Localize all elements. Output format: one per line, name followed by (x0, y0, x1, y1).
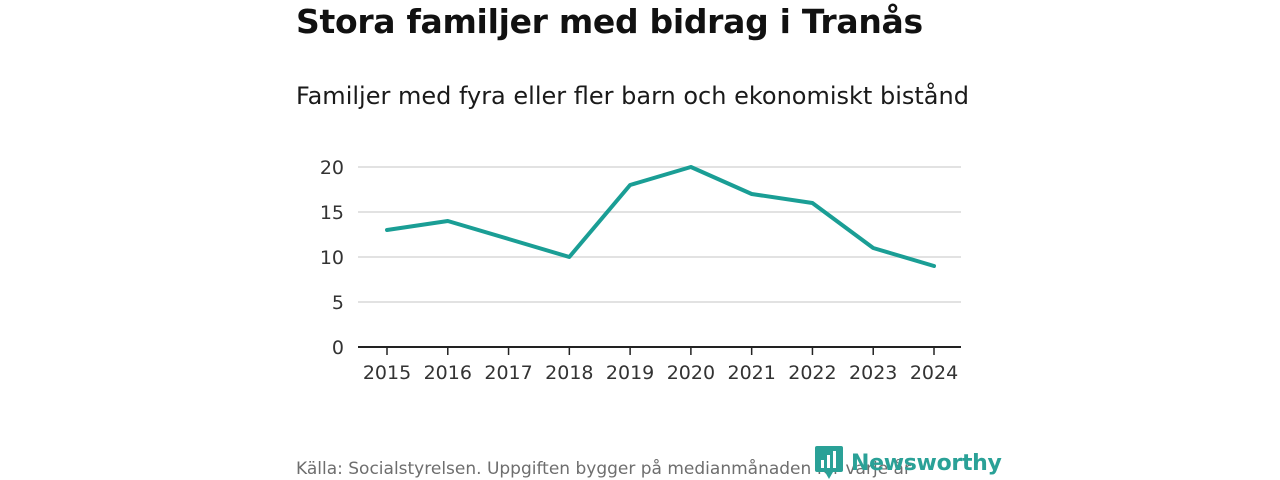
x-tick-label: 2024 (910, 362, 958, 384)
y-tick-label: 5 (332, 292, 344, 314)
gridlines (358, 166, 961, 303)
newsworthy-logo-text: Newsworthy (851, 450, 1002, 476)
x-tick-label: 2022 (788, 362, 836, 384)
y-axis-ticks: 0 5 10 15 20 (320, 157, 344, 359)
y-tick-label: 20 (320, 157, 344, 179)
y-tick-label: 15 (320, 202, 344, 224)
y-tick-label: 10 (320, 247, 344, 269)
newsworthy-logo-icon (815, 446, 843, 479)
x-tick-label: 2019 (606, 362, 654, 384)
source-note: Källa: Socialstyrelsen. Uppgiften bygger… (296, 459, 911, 479)
x-tick-label: 2018 (545, 362, 593, 384)
chart-subtitle: Familjer med fyra eller fler barn och ek… (296, 82, 969, 110)
x-tick-label: 2015 (363, 362, 411, 384)
x-tick-label: 2023 (849, 362, 897, 384)
series-lines (385, 165, 936, 268)
y-tick-label: 0 (332, 337, 344, 359)
x-axis: 2015 2016 2017 2018 2019 2020 2021 2022 2023 2024 (358, 346, 961, 384)
x-tick-label: 2017 (484, 362, 532, 384)
line-chart: 0 5 10 15 20 2015 2016 2017 2018 2019 2020 2021 202… (320, 157, 961, 384)
x-tick-label: 2016 (424, 362, 472, 384)
chart-title: Stora familjer med bidrag i Tranås (296, 2, 923, 41)
x-tick-label: 2020 (667, 362, 715, 384)
newsworthy-logo: Newsworthy (815, 446, 1002, 480)
series-line-0 (385, 165, 936, 268)
x-tick-label: 2021 (727, 362, 775, 384)
